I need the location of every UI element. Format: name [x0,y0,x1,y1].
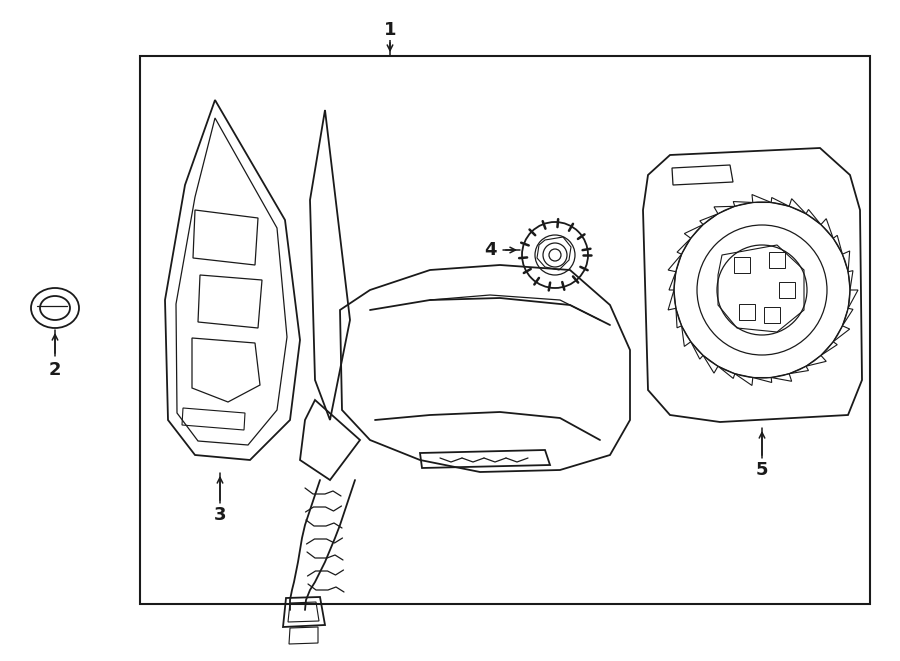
Text: 3: 3 [214,506,226,524]
Bar [140,56,870,604]
Text: 5: 5 [756,461,769,479]
Text: 2: 2 [49,361,61,379]
Text: 1: 1 [383,21,396,39]
Text: 4: 4 [484,241,496,259]
